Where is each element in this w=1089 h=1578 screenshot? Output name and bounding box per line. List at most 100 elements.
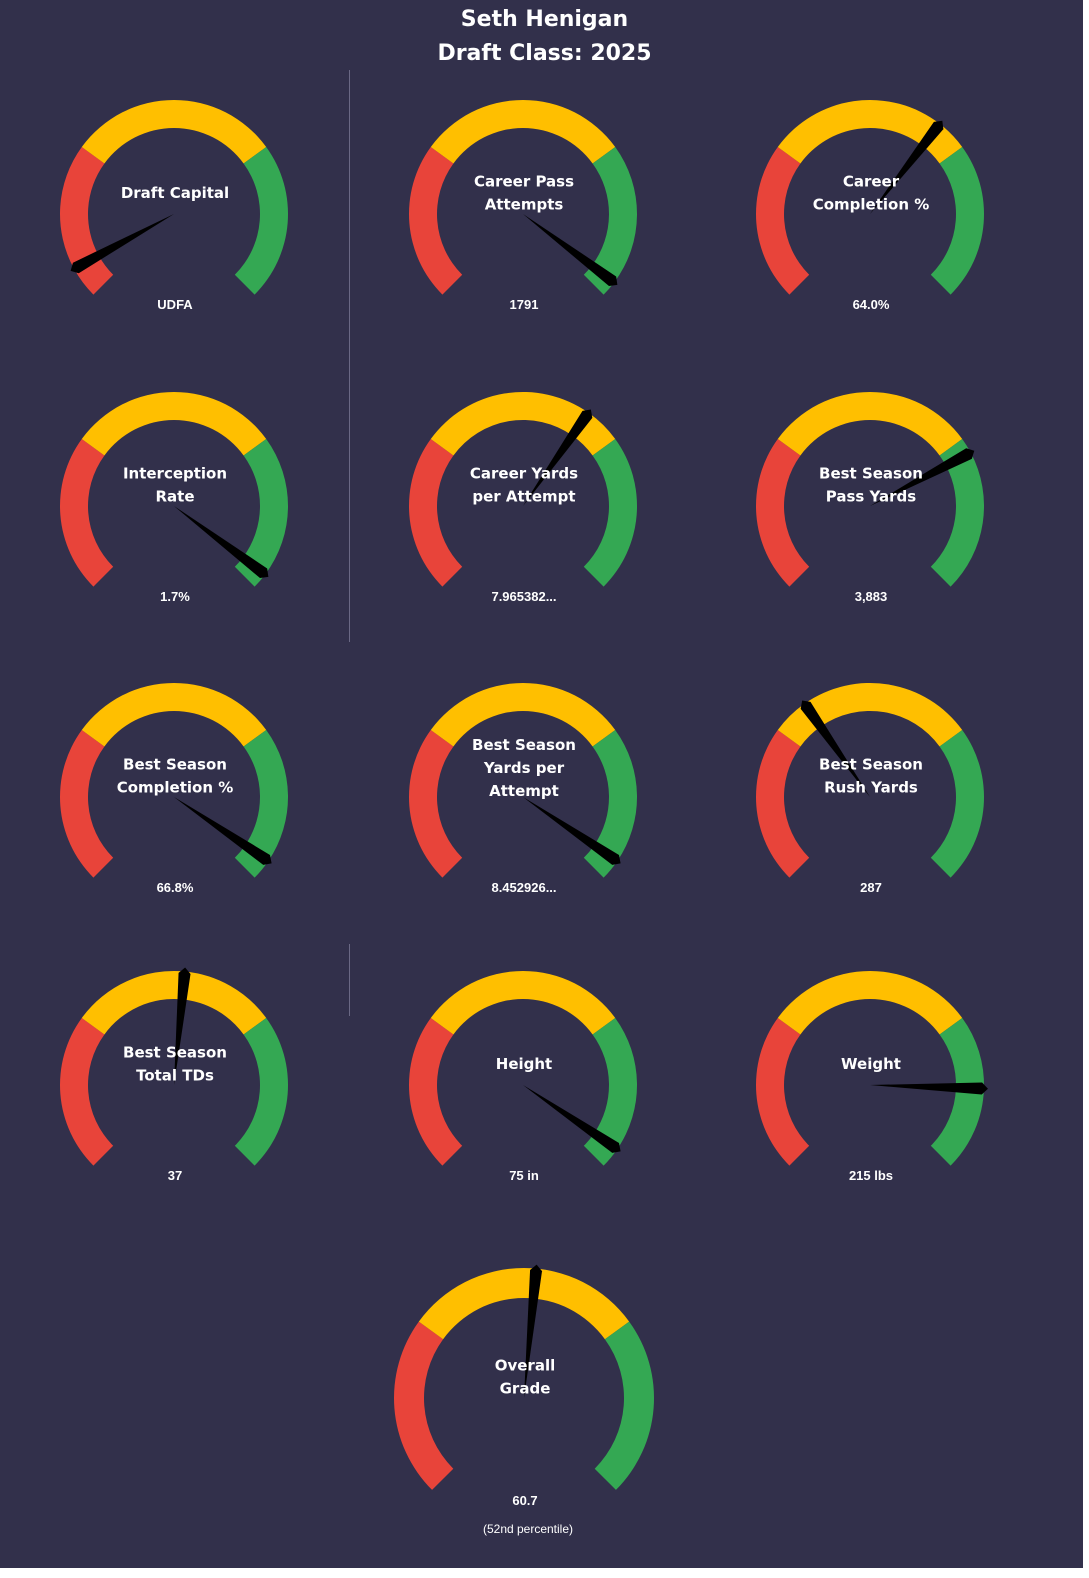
mid-zone-arc xyxy=(81,683,267,747)
gauge-label: Total TDs xyxy=(136,1067,214,1085)
gauge-needle xyxy=(870,448,975,506)
high-zone-arc xyxy=(591,146,637,283)
high-zone-arc xyxy=(592,729,638,862)
high-zone-arc-remainder xyxy=(234,845,269,878)
high-zone-arc xyxy=(243,729,288,862)
gauge-1: Draft Capital UDFA xyxy=(59,100,289,312)
high-zone-arc-remainder xyxy=(234,1017,288,1166)
mid-zone-arc-remainder xyxy=(81,100,267,164)
gauge-value: 37 xyxy=(168,1168,182,1183)
gauge-needle xyxy=(870,120,944,214)
high-zone-arc xyxy=(939,1017,984,1089)
gauge-label: Completion % xyxy=(117,779,234,797)
gauge-value: 66.8% xyxy=(157,880,194,895)
gauge-11: Height 75 in xyxy=(409,971,637,1183)
low-zone-arc-remainder xyxy=(59,146,105,269)
gauge-label: Grade xyxy=(500,1380,551,1398)
gauge-10: Best Season Total TDs 37 xyxy=(59,967,288,1183)
gauge-needle xyxy=(174,797,272,865)
mid-zone-arc xyxy=(777,391,963,456)
gauge-label: Height xyxy=(496,1055,552,1073)
gauge-6: Best Season Pass Yards 3,883 xyxy=(756,391,984,604)
player-name: Seth Henigan xyxy=(460,7,629,32)
low-zone-arc xyxy=(409,1017,463,1166)
mid-zone-arc xyxy=(430,683,616,747)
gauge-label: Best Season xyxy=(123,756,227,774)
low-zone-arc xyxy=(59,1017,114,1166)
gauge-value: 1.7% xyxy=(160,589,190,604)
gauge-needle xyxy=(870,1082,988,1095)
low-zone-arc xyxy=(756,438,810,587)
gauge-needle xyxy=(174,506,269,579)
low-zone-arc xyxy=(756,146,810,295)
mid-zone-arc xyxy=(777,100,940,164)
gauge-5: Career Yards per Attempt 7.965382... xyxy=(409,392,637,604)
gauge-label: Attempts xyxy=(485,196,564,214)
gauge-percentile: (52nd percentile) xyxy=(483,1522,573,1536)
gauge-needle xyxy=(523,214,618,287)
gauge-value: 3,883 xyxy=(855,589,888,604)
mid-zone-arc xyxy=(81,392,267,456)
gauge-needle xyxy=(523,797,621,865)
mid-zone-arc-remainder xyxy=(804,682,963,747)
gauge-7: Best Season Completion % 66.8% xyxy=(60,683,288,895)
column-divider-top xyxy=(349,70,350,642)
mid-zone-arc xyxy=(81,971,185,1035)
high-zone-arc-remainder xyxy=(583,845,618,878)
gauge-needle xyxy=(70,214,174,274)
gauge-label: Best Season xyxy=(123,1044,227,1062)
gauge-label: Best Season xyxy=(819,465,923,483)
high-zone-arc-remainder xyxy=(930,452,984,587)
low-zone-arc xyxy=(60,438,114,587)
gauge-label: Attempt xyxy=(489,782,559,800)
gauge-value: 287 xyxy=(860,880,882,895)
gauge-label: Draft Capital xyxy=(121,184,229,202)
high-zone-arc xyxy=(939,438,971,466)
low-zone-arc xyxy=(756,1017,810,1166)
high-zone-arc xyxy=(242,438,288,575)
mid-zone-arc xyxy=(430,392,589,456)
low-zone-arc xyxy=(393,1321,454,1490)
mid-zone-arc xyxy=(777,971,963,1035)
high-zone-arc-remainder xyxy=(234,146,289,295)
low-zone-arc xyxy=(60,729,114,878)
gauge-needle xyxy=(524,1264,543,1398)
gauge-4: Interception Rate 1.7% xyxy=(60,392,288,604)
low-zone-arc xyxy=(409,146,463,295)
gauge-value: 8.452926... xyxy=(491,880,556,895)
gauge-value: 64.0% xyxy=(853,297,890,312)
high-zone-arc-remainder xyxy=(234,557,266,587)
column-divider-bottom xyxy=(349,944,350,1016)
gauge-value: 60.7 xyxy=(512,1493,537,1508)
gauge-label: Best Season xyxy=(819,756,923,774)
low-zone-arc xyxy=(409,438,463,587)
gauge-9: Best Season Rush Yards 287 xyxy=(756,682,984,895)
gauge-needle xyxy=(523,409,593,506)
mid-zone-arc-remainder xyxy=(182,971,267,1035)
gauge-label: Career Yards xyxy=(470,465,578,483)
gauge-label: Overall xyxy=(495,1357,556,1375)
gauge-2: Career Pass Attempts 1791 xyxy=(409,99,637,312)
low-zone-arc xyxy=(409,729,463,878)
high-zone-arc-remainder xyxy=(930,1087,984,1166)
mid-zone-arc xyxy=(430,99,616,164)
gauge-label: Completion % xyxy=(813,196,930,214)
high-zone-arc xyxy=(592,1017,637,1150)
draft-class: Draft Class: 2025 xyxy=(437,41,652,66)
high-zone-arc-remainder xyxy=(583,438,637,587)
gauge-needle xyxy=(174,967,191,1085)
high-zone-arc-remainder xyxy=(930,729,984,878)
gauge-value: UDFA xyxy=(157,297,193,312)
gauge-label: per Attempt xyxy=(472,488,575,506)
gauge-label: Career Pass xyxy=(474,173,574,191)
gauge-12: Weight 215 lbs xyxy=(756,971,988,1183)
gauge-13: Overall Grade 60.7 (52nd percentile) xyxy=(393,1264,654,1536)
gauge-label: Yards per xyxy=(483,759,565,777)
low-zone-arc xyxy=(756,729,810,878)
gauge-needle xyxy=(523,1085,621,1153)
gauge-label: Rush Yards xyxy=(824,779,918,797)
gauge-label: Weight xyxy=(841,1055,901,1073)
